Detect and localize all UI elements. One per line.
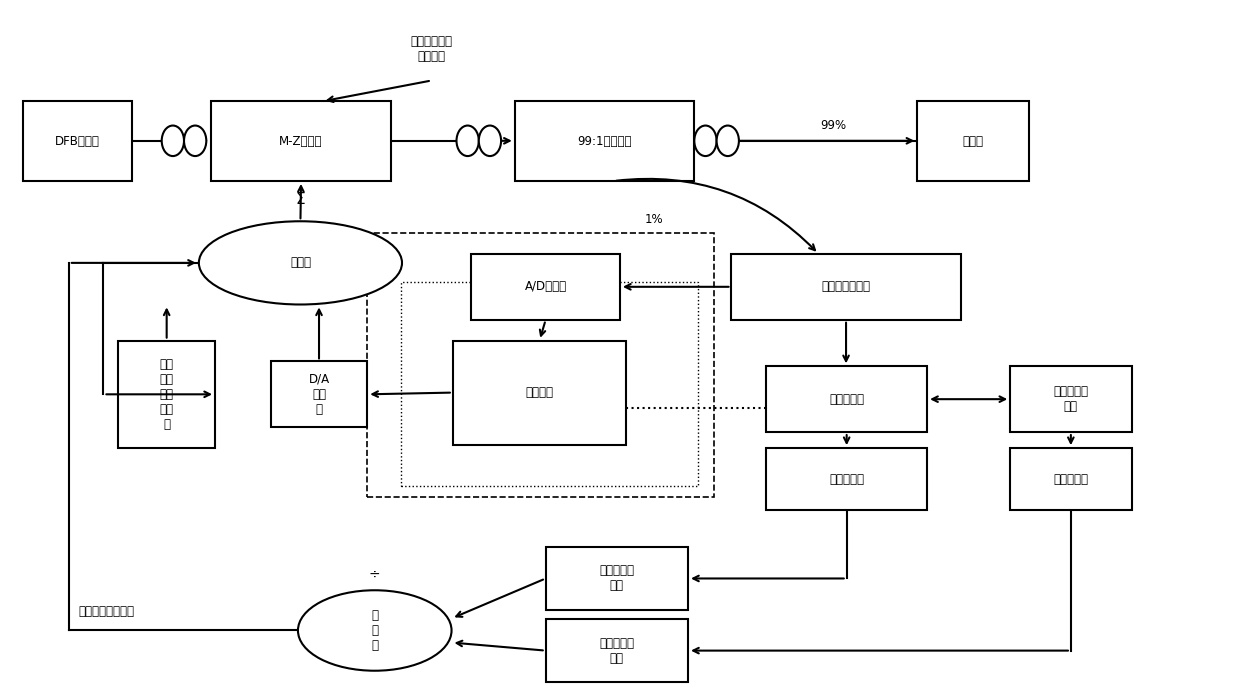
Bar <box>546 547 688 610</box>
Bar <box>515 101 694 181</box>
Ellipse shape <box>479 126 501 156</box>
Bar <box>546 619 688 682</box>
Bar <box>118 341 215 448</box>
Text: 偏移误差修正电压: 偏移误差修正电压 <box>78 605 135 618</box>
Text: 1%: 1% <box>645 213 663 226</box>
Text: 第三低通滤
波器: 第三低通滤 波器 <box>599 564 635 592</box>
Text: 全波整流器: 全波整流器 <box>1053 473 1089 486</box>
Bar <box>766 448 928 511</box>
Ellipse shape <box>456 126 479 156</box>
Bar <box>453 341 626 445</box>
Ellipse shape <box>694 126 717 156</box>
Bar <box>367 233 714 497</box>
Bar <box>211 101 391 181</box>
Bar <box>471 254 620 320</box>
Text: 除
法
器: 除 法 器 <box>371 609 378 652</box>
Text: 低频
抖动
信号
发生
器: 低频 抖动 信号 发生 器 <box>160 358 174 431</box>
Text: 微控制器: 微控制器 <box>526 386 553 399</box>
Bar <box>1011 448 1132 511</box>
Text: M-Z调制器: M-Z调制器 <box>279 135 322 147</box>
Text: 第一低通滤
波器: 第一低通滤 波器 <box>1053 385 1089 413</box>
Text: 带通滤波器: 带通滤波器 <box>830 393 864 406</box>
Ellipse shape <box>298 590 451 671</box>
Text: 光输出: 光输出 <box>962 135 983 147</box>
Text: Σ: Σ <box>295 193 305 207</box>
Text: 99:1光耦合器: 99:1光耦合器 <box>578 135 631 147</box>
Bar <box>732 254 961 320</box>
Text: 光电转换放大器: 光电转换放大器 <box>822 280 870 293</box>
Ellipse shape <box>184 126 206 156</box>
Text: ÷: ÷ <box>370 568 381 582</box>
Bar <box>270 361 367 427</box>
Bar <box>1011 366 1132 432</box>
Bar <box>766 366 928 432</box>
Text: 加法器: 加法器 <box>290 256 311 270</box>
Text: D/A
转换
器: D/A 转换 器 <box>309 373 330 416</box>
Text: 全波整流器: 全波整流器 <box>830 473 864 486</box>
Bar <box>24 101 131 181</box>
Ellipse shape <box>161 126 184 156</box>
Ellipse shape <box>198 221 402 304</box>
Text: 第二低通滤
波器: 第二低通滤 波器 <box>599 637 635 664</box>
Text: DFB激光器: DFB激光器 <box>55 135 100 147</box>
Bar <box>401 281 698 486</box>
Text: 直流偏置电压
产生电路: 直流偏置电压 产生电路 <box>410 35 453 63</box>
Text: 99%: 99% <box>820 120 846 133</box>
Ellipse shape <box>717 126 739 156</box>
Bar <box>918 101 1029 181</box>
Text: A/D转换器: A/D转换器 <box>525 280 567 293</box>
